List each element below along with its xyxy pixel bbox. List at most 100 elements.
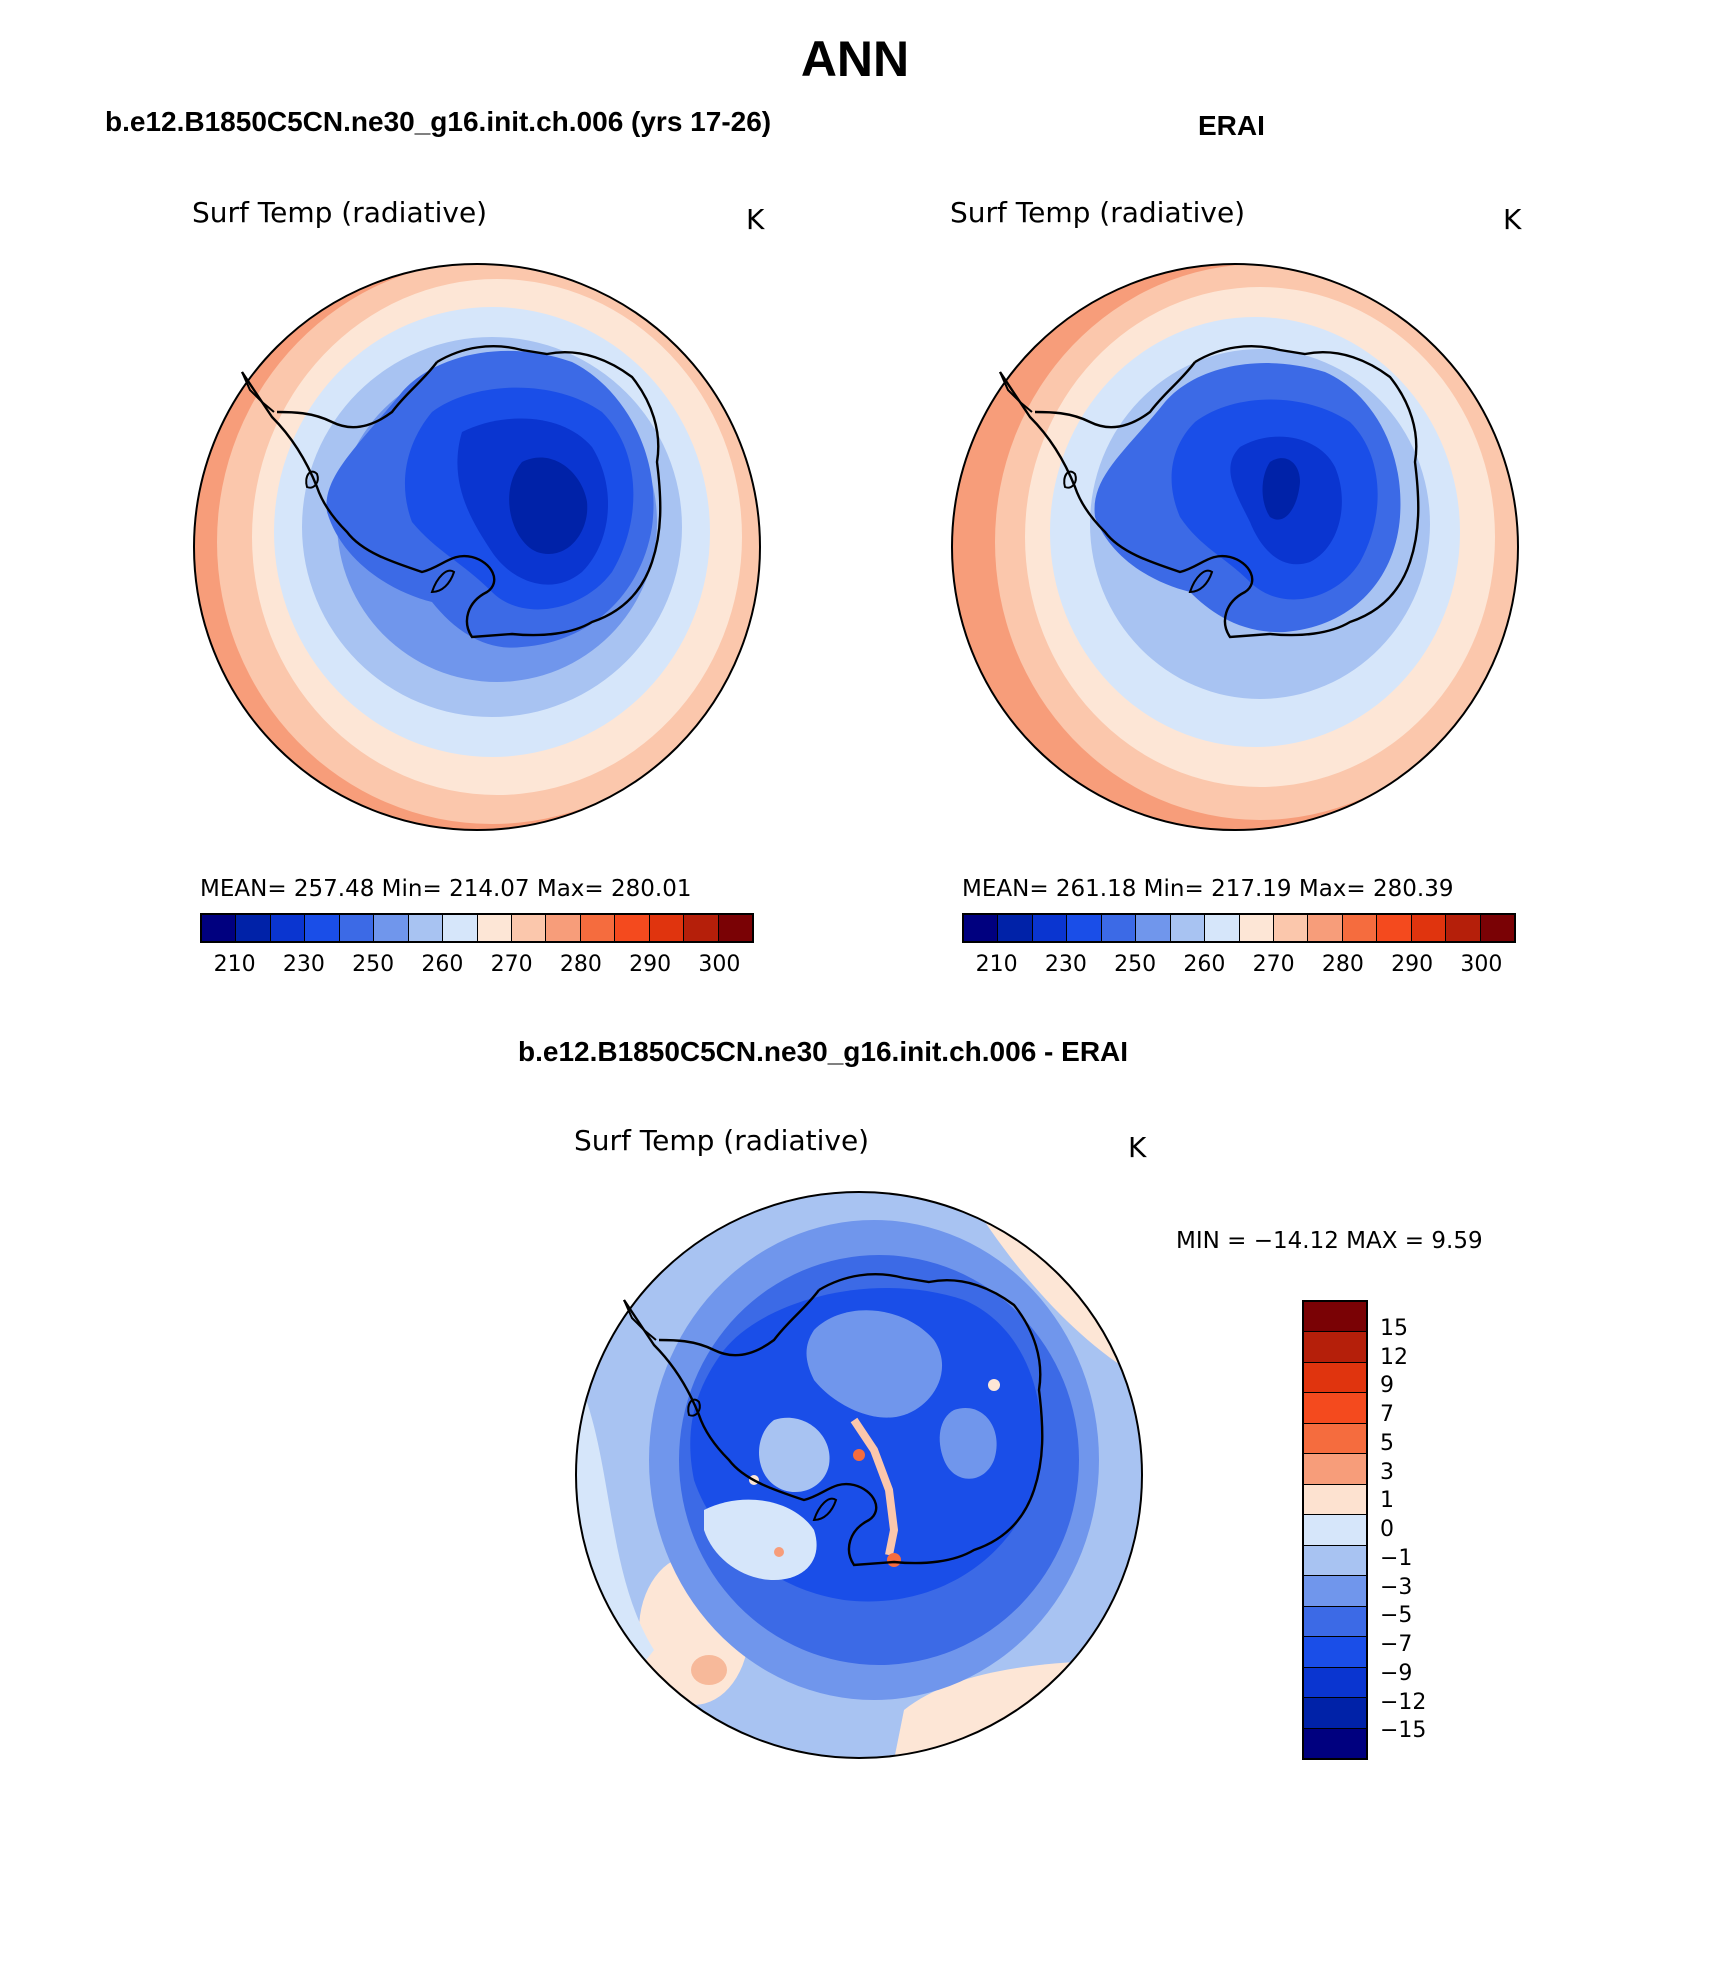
colorbar-tick-label: 210 — [975, 952, 1018, 977]
panel1-colorbar — [200, 913, 754, 943]
colorbar-tick-label: −15 — [1380, 1718, 1427, 1744]
colorbar-swatch — [1304, 1667, 1366, 1699]
colorbar-tick-label: 290 — [629, 952, 672, 977]
colorbar-swatch — [1273, 915, 1309, 941]
colorbar-swatch — [1101, 915, 1137, 941]
panel3-units-label: K — [1128, 1131, 1147, 1164]
colorbar-tick-label: 7 — [1380, 1402, 1394, 1427]
panel1-polar-map — [193, 263, 761, 831]
colorbar-swatch — [305, 915, 340, 941]
colorbar-swatch — [236, 915, 271, 941]
colorbar-tick-label: 230 — [1044, 952, 1087, 977]
colorbar-swatch — [1136, 915, 1171, 941]
colorbar-swatch — [1304, 1362, 1366, 1394]
panel3-stats: MIN = −14.12 MAX = 9.59 — [1176, 1228, 1483, 1254]
panel3-colorbar-ticks: 15 12 9 7 5 3 1 0 −1 −3 −5 −7 −9 −12 −15 — [1380, 1300, 1500, 1760]
colorbar-swatch — [1304, 1454, 1366, 1485]
colorbar-tick-label: −3 — [1380, 1574, 1413, 1600]
colorbar-swatch — [408, 915, 444, 941]
panel1-units-label: K — [746, 203, 765, 236]
colorbar-tick-label: 270 — [490, 952, 533, 977]
colorbar-swatch — [511, 915, 547, 941]
panel2-colorbar — [962, 913, 1516, 943]
colorbar-tick-label: 15 — [1380, 1315, 1408, 1341]
colorbar-swatch — [1067, 915, 1102, 941]
panel2-units-label: K — [1503, 203, 1522, 236]
panel2-variable-label: Surf Temp (radiative) — [950, 196, 1246, 229]
colorbar-swatch — [1304, 1545, 1366, 1577]
panel1-case-title: b.e12.B1850C5CN.ne30_g16.init.ch.006 (yr… — [105, 106, 772, 137]
colorbar-swatch — [270, 915, 306, 941]
colorbar-swatch — [1304, 1637, 1366, 1668]
panel2-polar-map — [951, 263, 1519, 831]
colorbar-tick-label: 210 — [213, 952, 256, 977]
colorbar-swatch — [1308, 915, 1343, 941]
colorbar-swatch — [998, 915, 1033, 941]
colorbar-swatch — [1304, 1698, 1366, 1729]
colorbar-swatch — [1304, 1332, 1366, 1363]
colorbar-swatch — [684, 915, 719, 941]
colorbar-swatch — [1304, 1728, 1366, 1759]
panel1-stats: MEAN= 257.48 Min= 214.07 Max= 280.01 — [200, 876, 692, 902]
colorbar-swatch — [1304, 1515, 1366, 1546]
colorbar-swatch — [649, 915, 685, 941]
colorbar-swatch — [615, 915, 650, 941]
panel2-stats: MEAN= 261.18 Min= 217.19 Max= 280.39 — [962, 876, 1454, 902]
panel2-case-title: ERAI — [1198, 110, 1265, 141]
panel2-colorbar-ticks: 210 230 250 260 270 280 290 300 — [962, 952, 1516, 982]
colorbar-tick-label: 260 — [1183, 952, 1226, 977]
colorbar-swatch — [1304, 1393, 1366, 1424]
colorbar-tick-label: −9 — [1380, 1660, 1413, 1686]
colorbar-swatch — [964, 915, 999, 941]
panel1-colorbar-ticks: 210 230 250 260 270 280 290 300 — [200, 952, 754, 982]
colorbar-swatch — [1342, 915, 1378, 941]
colorbar-swatch — [1170, 915, 1206, 941]
colorbar-tick-label: −7 — [1380, 1632, 1413, 1657]
colorbar-swatch — [339, 915, 375, 941]
colorbar-tick-label: 12 — [1380, 1344, 1408, 1370]
colorbar-swatch — [202, 915, 237, 941]
colorbar-swatch — [1304, 1576, 1366, 1607]
colorbar-tick-label: 290 — [1391, 952, 1434, 977]
colorbar-tick-label: 280 — [1321, 952, 1364, 977]
main-title: ANN — [800, 31, 910, 87]
colorbar-swatch — [546, 915, 581, 941]
colorbar-swatch — [443, 915, 478, 941]
colorbar-tick-label: 250 — [1114, 952, 1157, 977]
colorbar-tick-label: 270 — [1252, 952, 1295, 977]
colorbar-swatch — [1377, 915, 1412, 941]
colorbar-swatch — [477, 915, 512, 941]
colorbar-tick-label: 250 — [352, 952, 395, 977]
colorbar-swatch — [1411, 915, 1447, 941]
colorbar-swatch — [1032, 915, 1068, 941]
colorbar-tick-label: 1 — [1380, 1488, 1394, 1514]
colorbar-swatch — [1304, 1302, 1366, 1333]
colorbar-swatch — [1304, 1423, 1366, 1455]
colorbar-swatch — [1304, 1606, 1366, 1638]
colorbar-tick-label: −1 — [1380, 1545, 1413, 1571]
colorbar-tick-label: 280 — [559, 952, 602, 977]
colorbar-swatch — [580, 915, 616, 941]
colorbar-tick-label: −12 — [1380, 1689, 1427, 1715]
colorbar-swatch — [374, 915, 409, 941]
colorbar-tick-label: 0 — [1380, 1517, 1394, 1542]
colorbar-swatch — [1304, 1484, 1366, 1516]
colorbar-tick-label: 260 — [421, 952, 464, 977]
colorbar-swatch — [1205, 915, 1240, 941]
colorbar-tick-label: 9 — [1380, 1373, 1394, 1399]
panel3-polar-map — [575, 1191, 1143, 1759]
colorbar-swatch — [1480, 915, 1514, 941]
colorbar-tick-label: 300 — [1460, 952, 1503, 977]
colorbar-tick-label: 5 — [1380, 1430, 1394, 1456]
panel3-variable-label: Surf Temp (radiative) — [574, 1124, 870, 1157]
colorbar-tick-label: 300 — [698, 952, 741, 977]
colorbar-swatch — [1446, 915, 1481, 941]
panel1-variable-label: Surf Temp (radiative) — [192, 196, 488, 229]
panel3-case-title: b.e12.B1850C5CN.ne30_g16.init.ch.006 - E… — [518, 1036, 1129, 1067]
colorbar-tick-label: 230 — [282, 952, 325, 977]
colorbar-swatch — [1239, 915, 1274, 941]
colorbar-swatch — [718, 915, 752, 941]
colorbar-tick-label: 3 — [1380, 1459, 1394, 1485]
colorbar-tick-label: −5 — [1380, 1603, 1413, 1629]
panel3-colorbar — [1302, 1300, 1368, 1760]
